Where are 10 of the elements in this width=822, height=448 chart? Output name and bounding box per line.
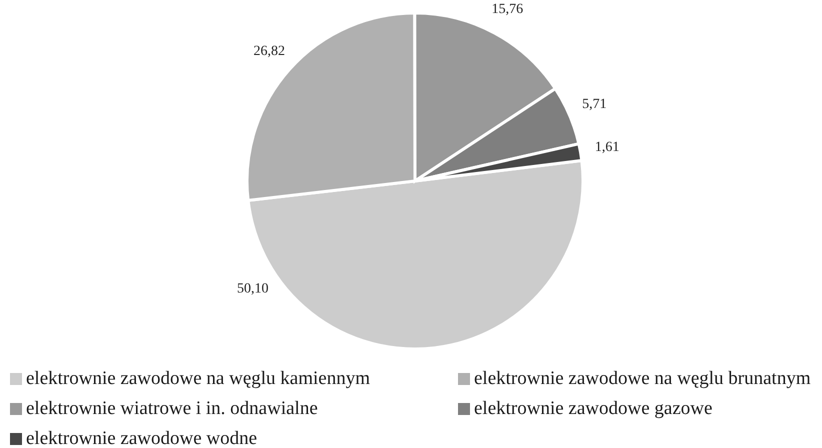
data-label: 1,61 [594, 140, 620, 155]
legend-label: elektrownie zawodowe gazowe [474, 398, 712, 420]
legend-label: elektrownie zawodowe wodne [26, 428, 258, 448]
legend-label: elektrownie zawodowe na węglu brunatnym [474, 368, 811, 390]
legend-label: elektrownie zawodowe na węglu kamiennym [26, 368, 370, 390]
data-label: 50,10 [237, 282, 269, 297]
legend-label: elektrownie wiatrowe i in. odnawialne [26, 398, 318, 420]
data-label: 15,76 [492, 2, 524, 17]
data-label: 5,71 [582, 97, 607, 112]
data-label: 26,82 [254, 44, 286, 59]
